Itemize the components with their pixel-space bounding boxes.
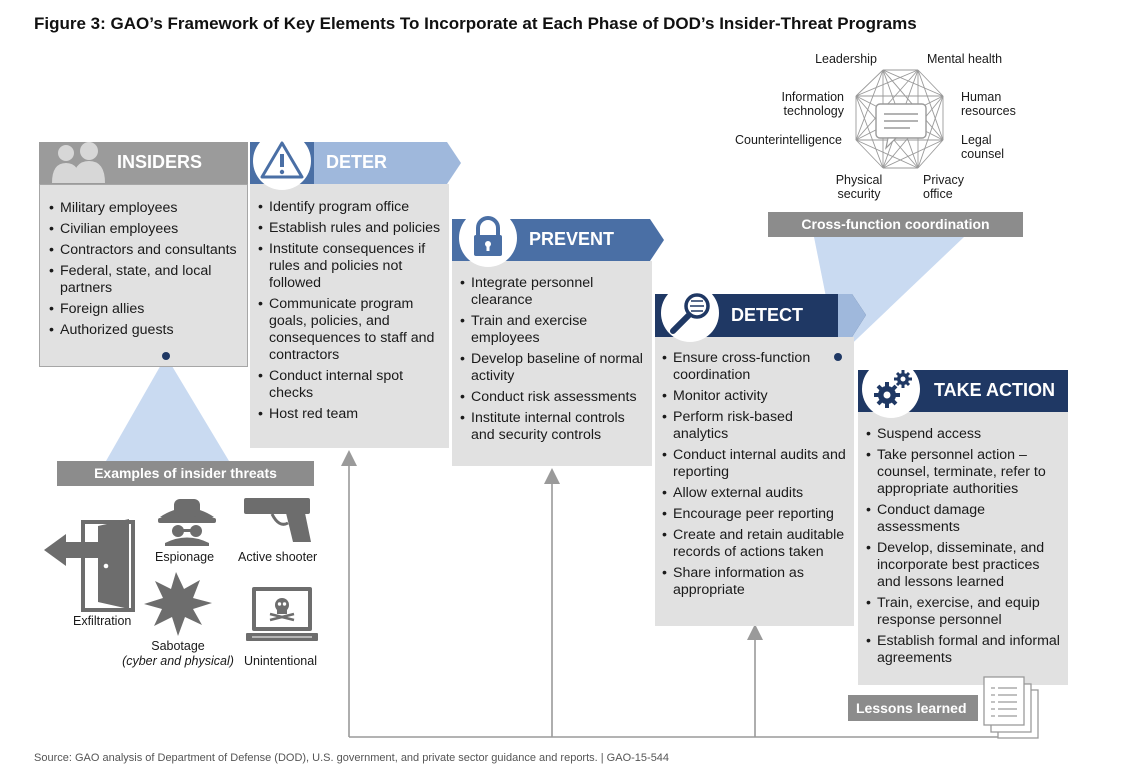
- list-item: Train, exercise, and equip response pers…: [866, 595, 1064, 629]
- insiders-connector-dot: [162, 352, 170, 360]
- list-item: Military employees: [49, 200, 243, 217]
- computer-skull-icon: [246, 587, 318, 641]
- list-item: Conduct risk assessments: [460, 389, 649, 406]
- documents-icon: [983, 676, 1039, 739]
- handgun-icon: [244, 498, 311, 542]
- prevent-title: PREVENT: [529, 229, 615, 249]
- list-item: Civilian employees: [49, 221, 243, 238]
- deter-list: Identify program office Establish rules …: [258, 199, 445, 423]
- explosion-icon: [144, 572, 212, 636]
- cross-function-tag: Cross-function coordination: [768, 212, 1023, 237]
- insiders-list: Military employees Civilian employees Co…: [49, 200, 243, 339]
- web-label-counterintelligence: Counterintelligence: [734, 133, 842, 147]
- list-item: Host red team: [258, 406, 445, 423]
- list-item: Contractors and consultants: [49, 242, 243, 259]
- speech-bubble-icon: [875, 103, 927, 150]
- detect-list: Ensure cross-function coordination Monit…: [662, 350, 850, 599]
- insiders-title: INSIDERS: [117, 152, 203, 172]
- list-item: Identify program office: [258, 199, 445, 216]
- threat-label-exfiltration: Exfiltration: [73, 614, 132, 628]
- threat-label-sabotage-note: (cyber and physical): [122, 654, 234, 668]
- list-item: Develop, disseminate, and incorporate be…: [866, 540, 1064, 591]
- padlock-icon: [474, 216, 502, 256]
- deter-panel: Identify program office Establish rules …: [250, 184, 449, 448]
- list-item: Integrate personnel clearance: [460, 275, 649, 309]
- deter-title: DETER: [326, 152, 388, 172]
- list-item: Conduct damage assessments: [866, 502, 1064, 536]
- warning-icon: [260, 141, 304, 179]
- threat-label-espionage: Espionage: [155, 550, 215, 564]
- insider-threat-beam: [106, 356, 229, 461]
- figure-title: Figure 3: GAO’s Framework of Key Element…: [34, 14, 917, 33]
- list-item: Encourage peer reporting: [662, 506, 850, 523]
- list-item: Institute consequences if rules and poli…: [258, 241, 445, 292]
- list-item: Authorized guests: [49, 322, 243, 339]
- spy-icon: [158, 499, 216, 546]
- web-label-physical-security: Physical security: [835, 173, 883, 201]
- take-action-title: TAKE ACTION: [934, 380, 1055, 400]
- list-item: Take personnel action – counsel, termina…: [866, 447, 1064, 498]
- take-action-panel: Suspend access Take personnel action – c…: [858, 412, 1068, 685]
- list-item: Allow external audits: [662, 485, 850, 502]
- web-label-information-technology: Information technology: [781, 90, 844, 118]
- list-item: Foreign allies: [49, 301, 243, 318]
- list-item: Federal, state, and local partners: [49, 263, 243, 297]
- threat-label-active-shooter: Active shooter: [238, 550, 318, 564]
- web-label-legal-counsel: Legal counsel: [961, 133, 1005, 161]
- detect-connector-dot: [834, 353, 842, 361]
- web-label-mental-health: Mental health: [927, 52, 1003, 66]
- list-item: Institute internal controls and security…: [460, 410, 649, 444]
- list-item: Suspend access: [866, 426, 1064, 443]
- threat-label-unintentional: Unintentional: [244, 654, 317, 668]
- gears-icon: [874, 370, 912, 408]
- list-item: Establish rules and policies: [258, 220, 445, 237]
- detect-title: DETECT: [731, 305, 803, 325]
- people-icon: [52, 142, 105, 183]
- take-action-list: Suspend access Take personnel action – c…: [866, 426, 1064, 667]
- list-item: Establish formal and informal agreements: [866, 633, 1064, 667]
- list-item: Perform risk-based analytics: [662, 409, 850, 443]
- list-item: Monitor activity: [662, 388, 850, 405]
- list-item: Ensure cross-function coordination: [662, 350, 850, 384]
- exit-door-icon: [44, 519, 135, 612]
- magnifying-glass-icon: [670, 293, 710, 334]
- footer-source: Source: GAO analysis of Department of De…: [34, 752, 670, 764]
- prevent-list: Integrate personnel clearance Train and …: [460, 275, 649, 444]
- prevent-panel: Integrate personnel clearance Train and …: [452, 261, 652, 466]
- web-label-human-resources: Human resources: [961, 90, 1016, 118]
- web-label-privacy-office: Privacy office: [923, 173, 964, 201]
- lessons-learned-tag: Lessons learned: [848, 695, 978, 721]
- web-label-leadership: Leadership: [815, 52, 877, 66]
- list-item: Share information as appropriate: [662, 565, 850, 599]
- list-item: Train and exercise employees: [460, 313, 649, 347]
- list-item: Conduct internal audits and reporting: [662, 447, 850, 481]
- threat-label-sabotage: Sabotage: [151, 639, 205, 653]
- insiders-panel: Military employees Civilian employees Co…: [39, 184, 248, 367]
- detect-panel: Ensure cross-function coordination Monit…: [655, 337, 854, 626]
- list-item: Create and retain auditable records of a…: [662, 527, 850, 561]
- list-item: Conduct internal spot checks: [258, 368, 445, 402]
- examples-tag: Examples of insider threats: [57, 461, 314, 486]
- list-item: Develop baseline of normal activity: [460, 351, 649, 385]
- list-item: Communicate program goals, policies, and…: [258, 296, 445, 364]
